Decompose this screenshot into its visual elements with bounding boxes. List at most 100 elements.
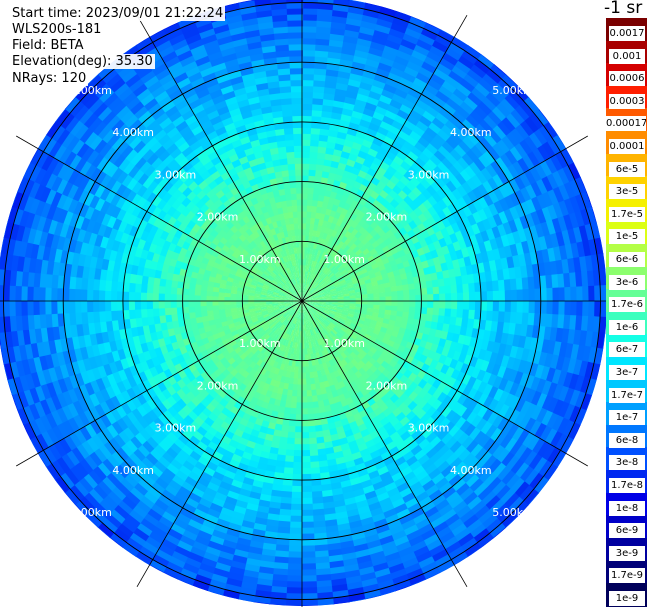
range-gate-cell [325,293,332,297]
range-gate-cell [317,152,326,160]
range-gate-cell [304,289,308,296]
range-gate-cell [80,300,88,313]
range-gate-cell [379,301,387,306]
range-gate-cell [481,96,498,112]
range-gate-cell [74,300,82,313]
range-gate-cell [496,269,505,282]
range-gate-cell [377,125,390,137]
range-gate-cell [485,163,499,179]
range-gate-cell [451,36,470,52]
range-gate-cell [391,264,400,272]
range-gate-cell [418,33,437,47]
range-gate-cell [485,92,502,108]
range-gate-cell [303,276,306,284]
range-gate-cell [306,390,312,397]
range-gate-cell [411,161,423,173]
range-gate-cell [400,124,414,137]
range-gate-cell [458,55,476,70]
range-gate-cell [308,265,312,273]
range-gate-cell [211,295,219,301]
range-gate-cell [553,114,569,133]
range-gate-cell [442,195,454,208]
range-gate-cell [152,292,159,301]
range-gate-cell [383,282,392,289]
range-gate-cell [301,503,313,511]
range-gate-cell [305,291,311,297]
range-gate-cell [329,242,336,250]
range-gate-cell [531,496,549,515]
range-gate-cell [497,170,510,186]
range-gate-cell [389,281,397,288]
range-gate-cell [432,165,445,178]
range-gate-cell [313,223,319,231]
range-gate-cell [450,222,461,234]
range-gate-cell [134,300,141,310]
range-gate-cell [400,160,412,172]
range-gate-cell [365,58,381,69]
range-gate-cell [543,121,559,140]
range-gate-cell [419,115,433,128]
range-gate-cell [326,261,333,269]
range-gate-cell [451,211,463,223]
range-gate-cell [312,229,318,237]
range-gate-cell [418,93,434,107]
range-gate-cell [98,300,106,312]
range-gate-cell [373,216,383,226]
range-gate-cell [569,272,577,288]
range-gate-cell [315,284,322,290]
range-gate-cell [356,37,373,48]
range-gate-cell [322,259,329,266]
range-gate-cell [314,61,328,70]
range-gate-cell [176,293,183,301]
range-gate-cell [334,270,342,277]
range-gate-cell [427,205,438,217]
range-gate-cell [529,112,545,130]
range-gate-cell [470,127,485,142]
range-gate-cell [307,277,311,285]
range-gate-cell [319,294,326,298]
range-gate-cell [116,290,124,301]
range-gate-cell [316,14,334,23]
range-gate-cell [202,595,222,606]
range-gate-cell [320,122,331,131]
range-gate-cell [498,210,510,225]
range-gate-cell [313,297,321,300]
range-gate-cell [404,27,423,40]
range-gate-cell [422,199,434,211]
range-gate-cell [302,216,307,224]
range-gate-cell [394,87,409,100]
range-gate-cell [585,412,598,432]
range-gate-cell [433,67,450,82]
range-gate-cell [306,401,314,409]
range-gate-cell [364,133,376,144]
range-gate-cell [370,276,378,283]
range-gate-cell [477,208,489,222]
range-gate-cell [349,295,357,299]
range-gate-cell [329,274,337,281]
range-gate-cell [330,257,337,264]
range-gate-cell [407,166,419,178]
range-gate-cell [388,124,402,136]
range-gate-cell [388,27,406,40]
range-gate-cell [506,112,522,129]
range-gate-cell [445,180,458,193]
range-gate-cell [377,62,393,73]
range-gate-cell [431,117,446,130]
range-gate-cell [170,300,177,308]
range-gate-cell [306,396,313,403]
range-gate-cell [534,223,545,239]
range-gate-cell [431,191,443,204]
range-gate-cell [409,109,424,122]
range-gate-cell [430,272,439,281]
range-gate-cell [80,288,88,301]
range-gate-cell [444,119,459,133]
range-gate-cell [473,105,489,121]
range-gate-cell [318,270,324,277]
range-gate-cell [317,288,324,293]
range-gate-cell [314,283,321,290]
range-gate-cell [538,125,554,143]
range-gate-cell [310,127,321,135]
range-gate-cell [477,262,486,274]
range-gate-cell [330,289,338,294]
range-gate-cell [381,50,398,62]
